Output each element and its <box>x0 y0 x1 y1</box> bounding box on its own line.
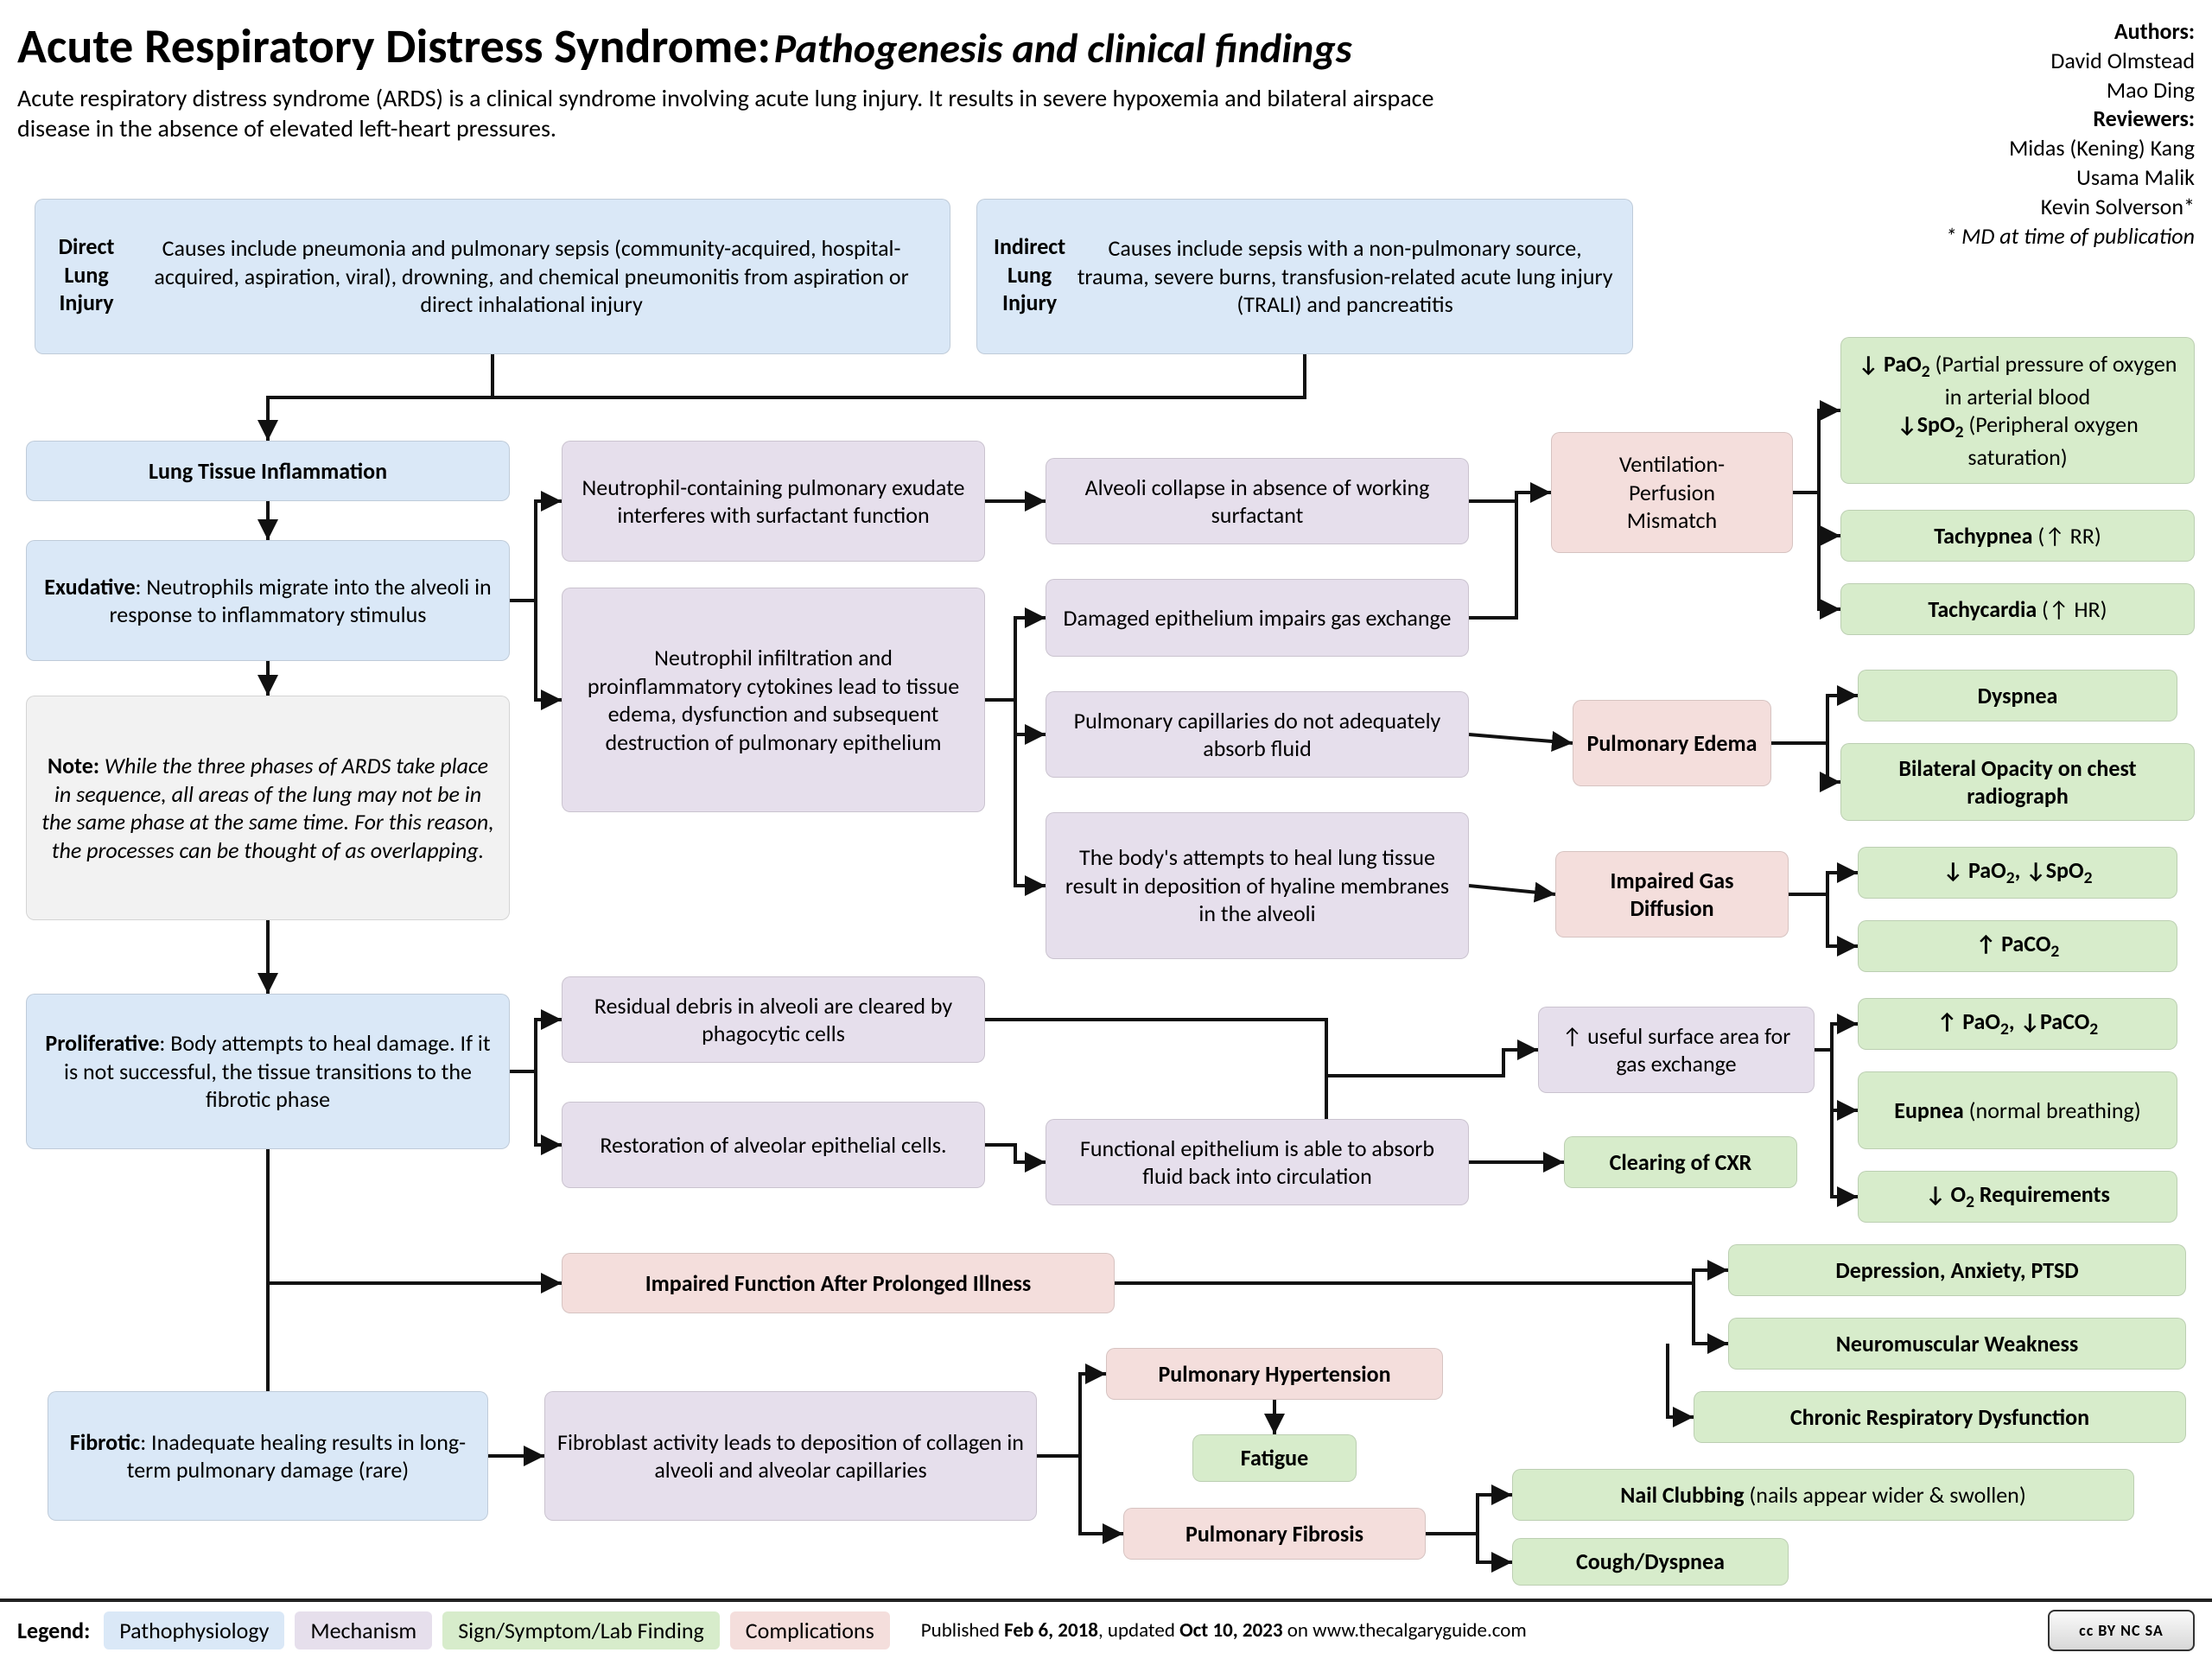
node-pao2_paco2: ↑ PaO2, ↓PaCO2 <box>1858 998 2177 1050</box>
page-subtitle: Pathogenesis and clinical findings <box>774 22 1352 73</box>
node-capillaries_fluid: Pulmonary capillaries do not adequately … <box>1046 691 1469 778</box>
legend-complications: Complications <box>730 1611 890 1649</box>
node-bilateral_opacity: Bilateral Opacity on chest radiograph <box>1840 743 2195 821</box>
reviewers-label: Reviewers: <box>2093 105 2195 132</box>
node-depr_anx: Depression, Anxiety, PTSD <box>1728 1244 2186 1296</box>
node-pao2_spo2: ↓ PaO2 (Partial pressure of oxygen in ar… <box>1840 337 2195 484</box>
node-restoration: Restoration of alveolar epithelial cells… <box>562 1102 985 1188</box>
node-useful_surface: ↑ useful surface area for gas exchange <box>1538 1007 1815 1093</box>
node-indirect_injury: Indirect Lung InjuryCauses include sepsi… <box>976 199 1633 354</box>
node-pulm_fibrosis: Pulmonary Fibrosis <box>1123 1508 1426 1560</box>
node-proliferative: Proliferative: Body attempts to heal dam… <box>26 994 510 1149</box>
node-note_phases: Note: While the three phases of ARDS tak… <box>26 696 510 920</box>
reviewer-1: Usama Malik <box>1945 163 2195 193</box>
node-nail_clubbing: Nail Clubbing (nails appear wider & swol… <box>1512 1469 2134 1521</box>
node-functional_epithelium: Functional epithelium is able to absorb … <box>1046 1119 1469 1205</box>
legend-sign: Sign/Symptom/Lab Finding <box>442 1611 720 1649</box>
authors-label: Authors: <box>2114 17 2195 45</box>
author-0: David Olmstead <box>1945 47 2195 76</box>
node-o2_req: ↓ O2 Requirements <box>1858 1171 2177 1223</box>
node-hyaline: The body's attempts to heal lung tissue … <box>1046 812 1469 959</box>
node-pao2_spo2_2: ↓ PaO2, ↓SpO2 <box>1858 847 2177 899</box>
node-fibrotic: Fibrotic: Inadequate healing results in … <box>48 1391 488 1521</box>
legend-mechanism: Mechanism <box>295 1611 432 1649</box>
node-direct_injury: Direct Lung InjuryCauses include pneumon… <box>35 199 950 354</box>
node-clearing_cxr: Clearing of CXR <box>1564 1136 1797 1188</box>
node-impaired_diffusion: Impaired Gas Diffusion <box>1555 851 1789 938</box>
node-tachypnea: Tachypnea (↑ RR) <box>1840 510 2195 562</box>
legend-label: Legend: <box>17 1617 90 1644</box>
node-paco2_up: ↑ PaCO2 <box>1858 920 2177 972</box>
node-tachycardia: Tachycardia (↑ HR) <box>1840 583 2195 635</box>
page-title: Acute Respiratory Distress Syndrome: <box>17 17 771 76</box>
node-residual_debris: Residual debris in alveoli are cleared b… <box>562 976 985 1063</box>
node-dyspnea: Dyspnea <box>1858 670 2177 721</box>
node-neuro_weak: Neuromuscular Weakness <box>1728 1318 2186 1370</box>
reviewer-2: Kevin Solverson* <box>1945 193 2195 222</box>
credits-block: Authors: David Olmstead Mao Ding Reviewe… <box>1945 17 2195 251</box>
footer-legend: Legend: Pathophysiology Mechanism Sign/S… <box>0 1599 2212 1659</box>
node-neutrophil_infilt: Neutrophil infiltration and proinflammat… <box>562 588 985 812</box>
title-block: Acute Respiratory Distress Syndrome: Pat… <box>17 17 1469 143</box>
node-impaired_function: Impaired Function After Prolonged Illnes… <box>562 1253 1115 1313</box>
node-surfactant_interf: Neutrophil-containing pulmonary exudate … <box>562 441 985 562</box>
intro-text: Acute respiratory distress syndrome (ARD… <box>17 83 1469 143</box>
node-cough_dyspnea: Cough/Dyspnea <box>1512 1538 1789 1586</box>
node-pulm_htn: Pulmonary Hypertension <box>1106 1348 1443 1400</box>
node-damaged_epithelium: Damaged epithelium impairs gas exchange <box>1046 579 1469 657</box>
node-alveoli_collapse: Alveoli collapse in absence of working s… <box>1046 458 1469 544</box>
node-eupnea: Eupnea (normal breathing) <box>1858 1071 2177 1149</box>
node-fibroblast: Fibroblast activity leads to deposition … <box>544 1391 1037 1521</box>
legend-pathophysiology: Pathophysiology <box>104 1611 284 1649</box>
author-1: Mao Ding <box>1945 76 2195 105</box>
publication-info: Published Feb 6, 2018, updated Oct 10, 2… <box>921 1618 1527 1643</box>
md-note: * MD at time of publication <box>1945 222 2195 250</box>
node-lung_inflammation: Lung Tissue Inflammation <box>26 441 510 501</box>
node-fatigue: Fatigue <box>1192 1434 1357 1482</box>
node-chronic_resp: Chronic Respiratory Dysfunction <box>1694 1391 2186 1443</box>
node-vp_mismatch: Ventilation-PerfusionMismatch <box>1551 432 1793 553</box>
node-pulm_edema: Pulmonary Edema <box>1573 700 1771 786</box>
reviewer-0: Midas (Kening) Kang <box>1945 134 2195 163</box>
cc-license-badge: cc BY NC SA <box>2048 1610 2195 1651</box>
node-exudative: Exudative: Neutrophils migrate into the … <box>26 540 510 661</box>
